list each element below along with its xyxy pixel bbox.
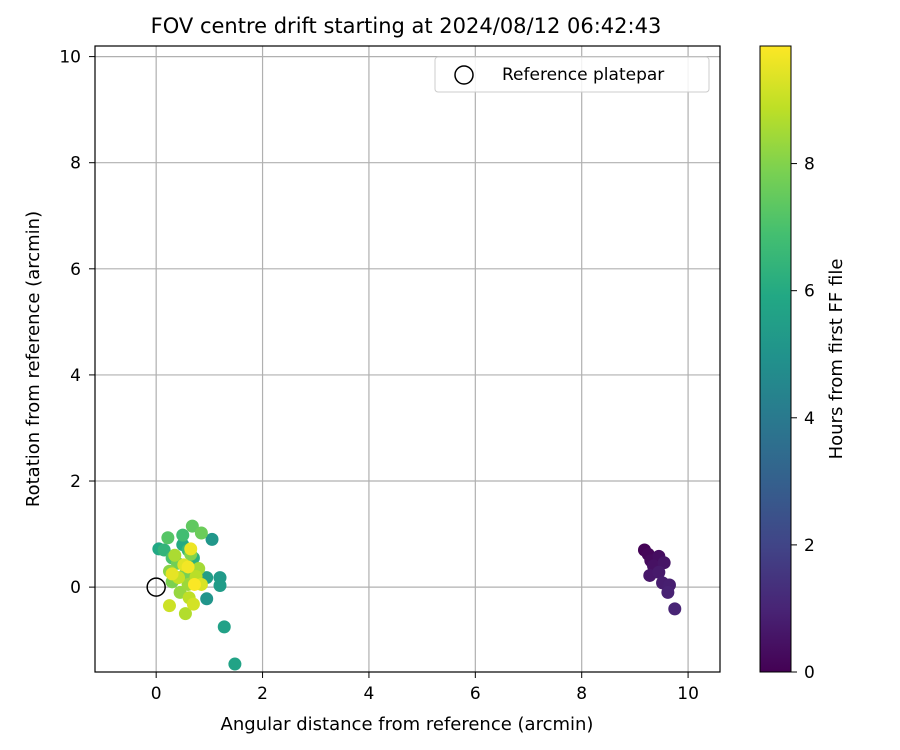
scatter-point — [217, 620, 231, 634]
grid — [95, 46, 720, 672]
scatter-point — [162, 599, 176, 613]
scatter-point — [200, 592, 214, 606]
scatter-point — [661, 585, 675, 599]
colorbar-tick-label: 8 — [804, 155, 815, 175]
scatter-point — [178, 607, 192, 621]
scatter-point — [187, 577, 201, 591]
x-tick-label: 4 — [364, 684, 375, 704]
scatter-point — [165, 567, 179, 581]
y-axis-label: Rotation from reference (arcmin) — [23, 211, 44, 507]
scatter-point — [157, 543, 171, 557]
y-tick-label: 6 — [70, 260, 81, 280]
legend-box — [434, 56, 710, 93]
scatter-points — [152, 519, 682, 671]
chart-title: FOV centre drift starting at 2024/08/12 … — [151, 14, 662, 38]
legend-reference-marker — [454, 65, 474, 85]
plot-frame — [94, 45, 721, 673]
y-tick-label: 4 — [70, 366, 81, 386]
scatter-point — [186, 597, 200, 611]
scatter-point — [668, 602, 682, 616]
y-tick-label: 2 — [70, 472, 81, 492]
y-tick-label: 10 — [59, 48, 81, 68]
colorbar-tick-label: 4 — [804, 409, 815, 429]
x-tick-label: 10 — [677, 684, 699, 704]
y-tick-label: 8 — [70, 154, 81, 174]
scatter-point — [205, 532, 219, 546]
reference-platepar-marker — [146, 577, 166, 597]
x-tick-label: 6 — [470, 684, 481, 704]
x-tick-label: 0 — [151, 684, 162, 704]
legend-entry-label: Reference platepar — [502, 65, 664, 85]
x-axis-label: Angular distance from reference (arcmin) — [221, 714, 594, 735]
scatter-point — [228, 657, 242, 671]
scatter-point — [181, 560, 195, 574]
colorbar-ticks: 0 2 4 6 8 — [791, 155, 815, 683]
y-tick-label: 0 — [70, 578, 81, 598]
colorbar-tick-label: 2 — [804, 536, 815, 556]
colorbar-tick-label: 0 — [804, 663, 815, 683]
y-axis-ticks: 0 2 4 6 8 10 — [59, 48, 95, 598]
colorbar-tick-label: 6 — [804, 282, 815, 302]
reference-marker-layer — [146, 577, 166, 597]
x-axis-ticks: 0 2 4 6 8 10 — [151, 672, 699, 704]
scatter-point — [176, 528, 190, 542]
scatter-point — [213, 579, 227, 593]
scatter-point — [161, 531, 175, 545]
scatter-point — [652, 565, 666, 579]
x-tick-label: 2 — [257, 684, 268, 704]
x-tick-label: 8 — [576, 684, 587, 704]
scatter-point — [194, 526, 208, 540]
legend: Reference platepar — [434, 56, 710, 93]
scatter-point — [184, 542, 198, 556]
colorbar — [759, 45, 792, 673]
scatter-point — [657, 556, 671, 570]
scatter-point — [168, 548, 182, 562]
scatter-point — [185, 519, 199, 533]
colorbar-label: Hours from first FF file — [826, 259, 847, 460]
